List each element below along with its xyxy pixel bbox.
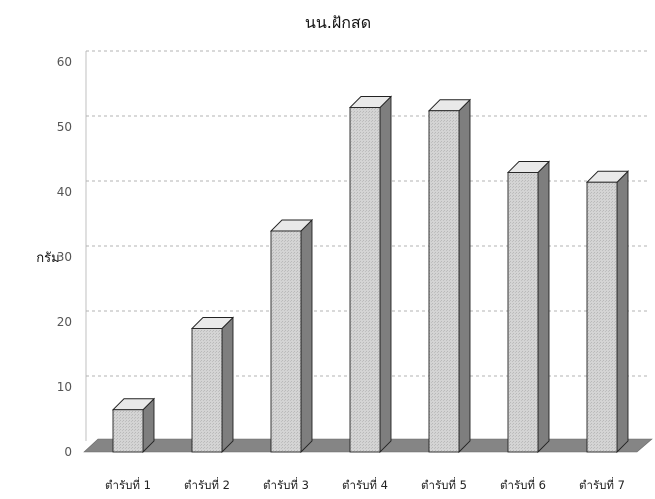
- y-axis-label: กรัม: [36, 251, 59, 266]
- bar-front-face: [191, 328, 223, 453]
- bar-front-face: [112, 409, 144, 453]
- bar-front-face: [507, 172, 539, 453]
- y-tick-label: 10: [57, 380, 72, 394]
- x-tick-label: ตำรับที่ 1: [105, 477, 151, 492]
- x-tick-label: ตำรับที่ 2: [184, 477, 230, 492]
- bar: [585, 170, 630, 454]
- x-tick-label: ตำรับที่ 7: [579, 477, 625, 492]
- bar-front-face: [586, 181, 618, 453]
- bar-side-face: [300, 218, 313, 454]
- x-tick-label: ตำรับที่ 4: [342, 477, 388, 492]
- bar-front-face: [270, 230, 302, 453]
- bar: [269, 218, 314, 454]
- y-axis-ticks: 0 10 20 30 40 50 60: [57, 55, 72, 459]
- x-axis-ticks: ตำรับที่ 1 ตำรับที่ 2 ตำรับที่ 3 ตำรับที่ 4…: [105, 477, 625, 492]
- bar-front-face: [349, 107, 381, 453]
- y-tick-label: 0: [64, 445, 72, 459]
- y-tick-label: 40: [57, 185, 72, 199]
- bar-side-face: [221, 316, 234, 454]
- bars: [111, 95, 630, 454]
- x-tick-label: ตำรับที่ 6: [500, 477, 546, 492]
- y-tick-label: 60: [57, 55, 72, 69]
- bar-side-face: [616, 170, 629, 454]
- bar: [348, 95, 393, 454]
- x-tick-label: ตำรับที่ 3: [263, 477, 309, 492]
- bar-front-face: [428, 110, 460, 453]
- bar-side-face: [537, 160, 550, 454]
- y-tick-label: 50: [57, 120, 72, 134]
- y-tick-label: 30: [57, 250, 72, 264]
- y-tick-label: 20: [57, 315, 72, 329]
- bar-side-face: [458, 98, 471, 454]
- bar: [506, 160, 551, 454]
- gridlines: [85, 50, 648, 441]
- bar: [111, 397, 156, 454]
- bar: [427, 98, 472, 454]
- chart-title: นน.ฝักสด: [305, 13, 371, 32]
- bar: [190, 316, 235, 454]
- x-tick-label: ตำรับที่ 5: [421, 477, 467, 492]
- bar-side-face: [379, 95, 392, 454]
